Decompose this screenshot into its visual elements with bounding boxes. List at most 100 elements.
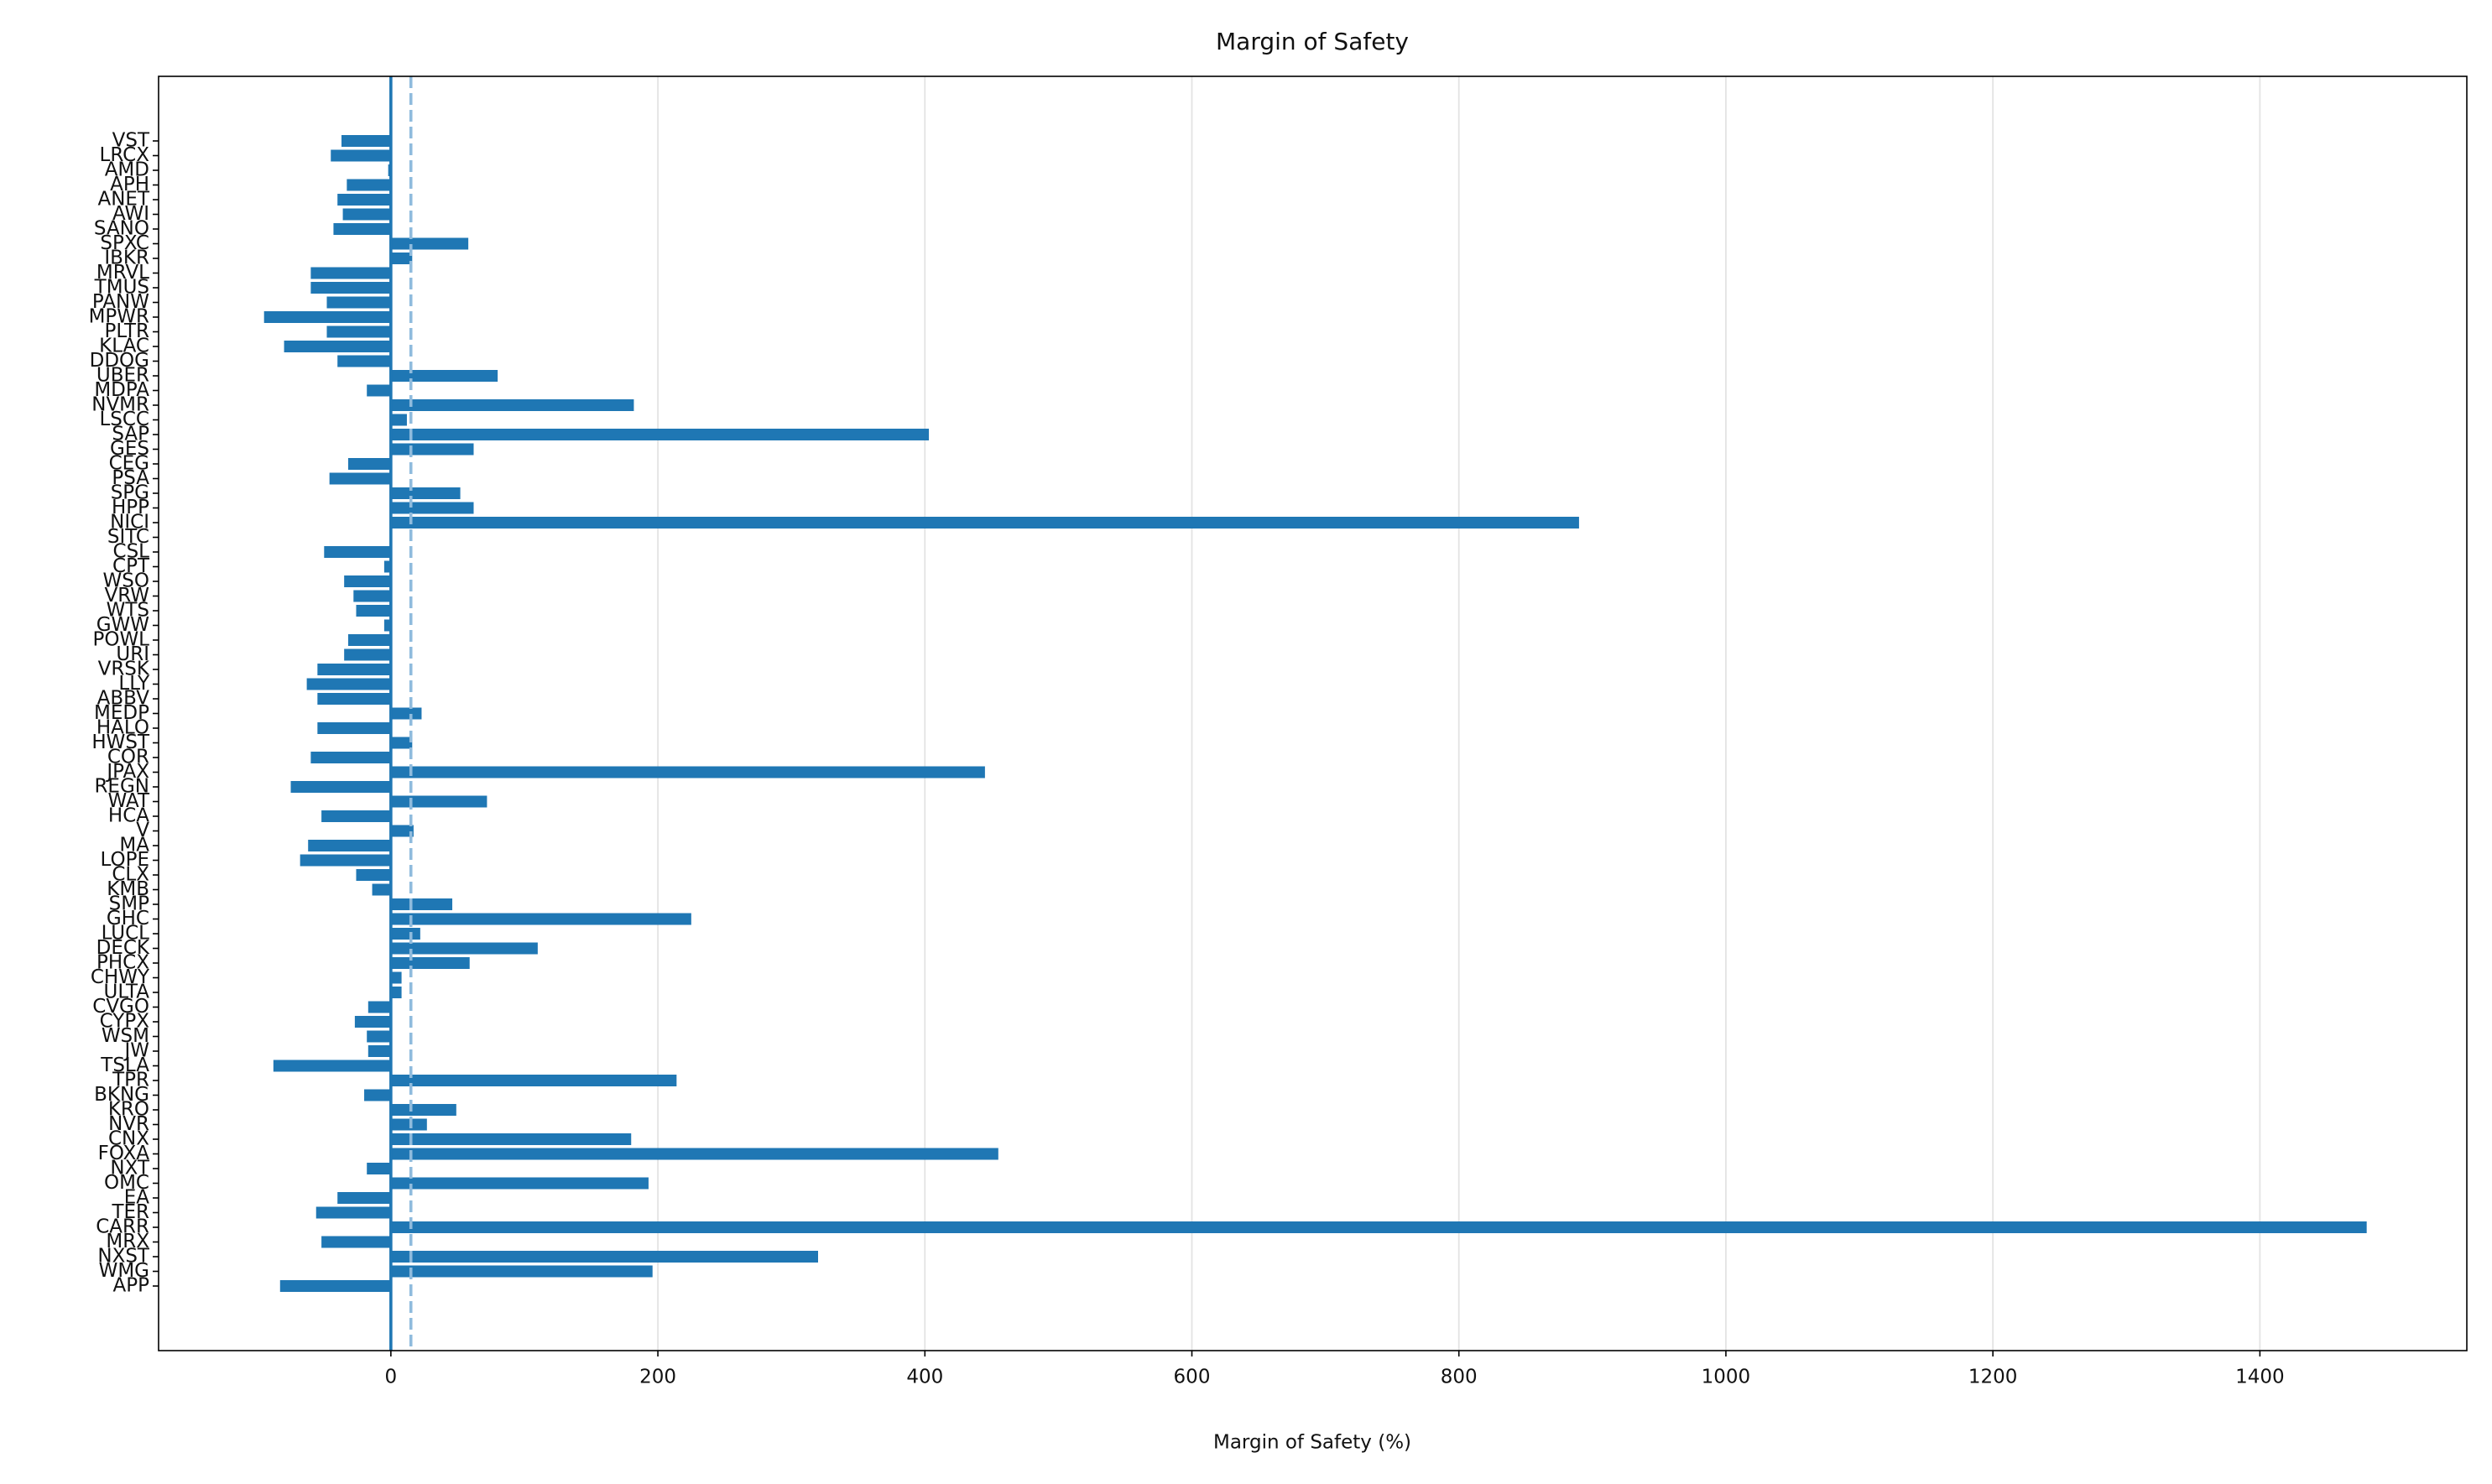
y-tick-label: LLY xyxy=(118,673,150,695)
y-tick-label: SAP xyxy=(112,424,149,445)
y-tick-label: NXT xyxy=(110,1158,150,1179)
y-tick-label: SITC xyxy=(107,526,149,548)
y-tick-label: HWST xyxy=(91,732,150,753)
y-tick-label: LSCC xyxy=(99,409,149,430)
bar xyxy=(368,1045,391,1057)
bar xyxy=(317,722,391,734)
bar xyxy=(324,546,391,558)
x-tick-label: 600 xyxy=(1174,1367,1211,1388)
y-tick-label: WTS xyxy=(107,600,149,622)
bar xyxy=(317,693,391,705)
y-tick-label: SMP xyxy=(109,893,149,915)
bar xyxy=(356,605,391,617)
y-tick-label: COR xyxy=(107,747,149,768)
y-tick-label: MEDP xyxy=(94,702,149,724)
y-tick-label: NICI xyxy=(110,512,149,534)
y-tick-label: NXST xyxy=(97,1246,150,1268)
bar xyxy=(390,1177,649,1190)
y-tick-label: MPWR xyxy=(89,306,149,328)
bar xyxy=(390,1251,818,1263)
bar xyxy=(390,370,498,382)
y-tick-label: REGN xyxy=(94,776,149,798)
y-tick-label: URI xyxy=(116,643,149,665)
bar xyxy=(326,296,391,309)
bar xyxy=(353,590,391,602)
y-tick-label: HPP xyxy=(112,497,149,518)
bar xyxy=(367,384,391,397)
y-tick-label: POWL xyxy=(92,629,149,651)
y-tick-label: CSL xyxy=(113,541,150,563)
bar xyxy=(356,869,391,881)
y-tick-label: WSM xyxy=(102,1025,149,1047)
y-tick-label: FOXA xyxy=(98,1143,150,1164)
bar xyxy=(390,766,985,778)
bar xyxy=(383,560,391,573)
y-tick-label: PSA xyxy=(112,467,149,489)
bar xyxy=(390,825,414,837)
bar xyxy=(390,1118,427,1131)
y-tick-label: EA xyxy=(124,1187,150,1209)
y-tick-label: DDOG xyxy=(90,350,149,372)
bar xyxy=(390,795,487,808)
bar xyxy=(390,971,402,984)
bar xyxy=(326,325,391,338)
y-tick-label: TSLA xyxy=(100,1054,149,1076)
bar xyxy=(310,267,391,279)
bar xyxy=(390,957,470,969)
y-tick-label: CNX xyxy=(108,1128,149,1150)
y-tick-label: PHCX xyxy=(96,952,149,974)
y-tick-label: WAT xyxy=(108,790,150,812)
y-tick-label: VRSK xyxy=(98,659,150,680)
y-tick-label: LUCL xyxy=(102,923,150,945)
y-tick-label: VRW xyxy=(104,585,149,607)
y-tick-label: MA xyxy=(119,835,149,857)
bar xyxy=(290,781,391,793)
bar xyxy=(390,253,413,264)
bar xyxy=(317,664,391,675)
bar xyxy=(390,487,461,499)
y-tick-label: CARR xyxy=(96,1216,149,1238)
bar xyxy=(344,648,391,661)
bar xyxy=(390,443,474,456)
y-tick-label: GHC xyxy=(107,908,149,929)
y-tick-label: GWW xyxy=(96,614,149,636)
bar xyxy=(342,208,391,221)
bar xyxy=(347,634,391,646)
y-tick-label: VST xyxy=(112,130,150,152)
y-tick-label: APH xyxy=(110,174,149,195)
bar xyxy=(390,1265,653,1278)
y-tick-label: LOPE xyxy=(101,849,150,871)
bar xyxy=(315,1206,391,1219)
y-tick-label: ABBV xyxy=(97,688,150,710)
x-tick-label: 1000 xyxy=(1702,1367,1751,1388)
bar xyxy=(344,575,391,587)
bar xyxy=(390,1133,632,1145)
bar xyxy=(390,987,402,998)
y-tick-label: MDPA xyxy=(94,379,149,401)
bar xyxy=(337,1192,391,1204)
y-tick-label: UBER xyxy=(96,365,149,387)
plot-frame xyxy=(158,76,2468,1351)
bar xyxy=(390,517,1579,529)
bar xyxy=(390,913,691,925)
bar xyxy=(367,1163,391,1174)
bar xyxy=(273,1060,391,1072)
bar xyxy=(390,942,538,955)
x-axis-label: Margin of Safety (%) xyxy=(1213,1432,1411,1454)
bar xyxy=(279,1280,391,1292)
y-tick-label: TPR xyxy=(112,1070,149,1091)
bar xyxy=(263,311,391,323)
y-tick-label: CLX xyxy=(112,864,149,886)
y-tick-label: WSO xyxy=(103,570,149,592)
bar xyxy=(390,1148,998,1160)
bar xyxy=(308,840,391,851)
bar xyxy=(390,502,474,514)
y-tick-label: DECK xyxy=(96,937,150,959)
bar xyxy=(300,854,391,867)
y-tick-label: CYPX xyxy=(100,1011,150,1033)
y-tick-label: APP xyxy=(113,1275,150,1297)
y-tick-label: HALO xyxy=(96,717,149,739)
bar xyxy=(390,1221,2367,1233)
